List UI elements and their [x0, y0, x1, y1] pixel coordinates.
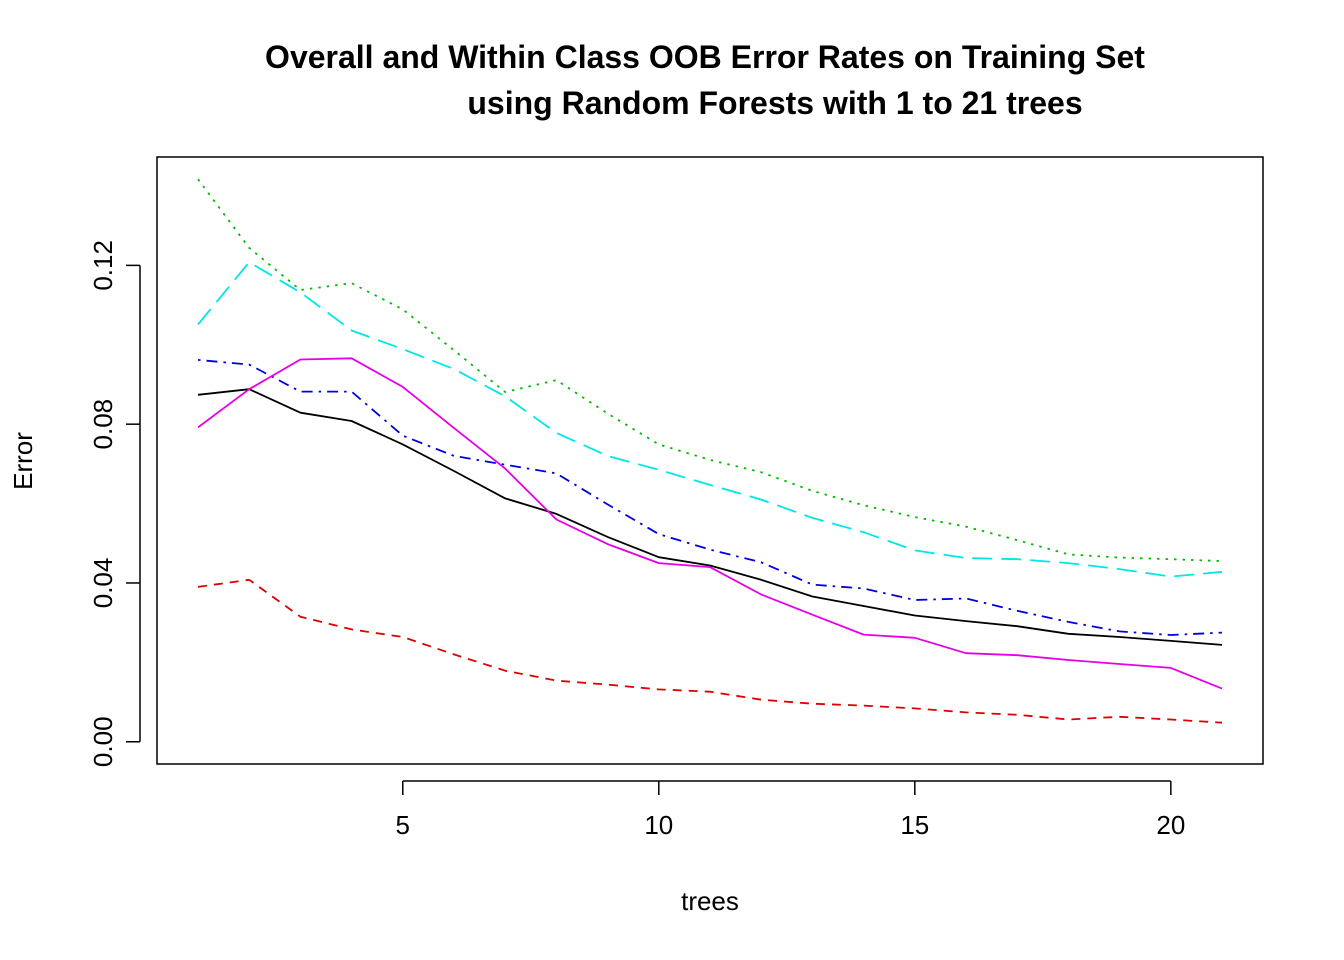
series-line-2	[197, 578, 1223, 724]
y-tick-label: 0.00	[88, 716, 118, 767]
x-tick-label: 20	[1156, 810, 1185, 840]
chart-subtitle: using Random Forests with 1 to 21 trees	[467, 85, 1082, 121]
y-tick-label: 0.04	[88, 558, 118, 609]
x-tick-label: 5	[396, 810, 410, 840]
series-line-5	[197, 261, 1223, 578]
y-axis-label: Error	[8, 432, 38, 490]
series-line-6	[197, 357, 1223, 690]
series-line-3	[197, 178, 1223, 562]
chart-title: Overall and Within Class OOB Error Rates…	[265, 39, 1145, 75]
x-tick-label: 10	[644, 810, 673, 840]
series-line-1	[197, 388, 1223, 646]
series-line-4	[197, 359, 1223, 636]
x-axis-label: trees	[681, 886, 739, 916]
y-axis: 0.00 0.04 0.08 0.12	[88, 240, 141, 767]
y-tick-label: 0.08	[88, 399, 118, 450]
x-axis: 5 10 15 20	[396, 780, 1185, 840]
series-layer	[197, 178, 1223, 724]
x-tick-label: 15	[900, 810, 929, 840]
y-tick-label: 0.12	[88, 240, 118, 291]
plot-frame	[156, 156, 1264, 765]
